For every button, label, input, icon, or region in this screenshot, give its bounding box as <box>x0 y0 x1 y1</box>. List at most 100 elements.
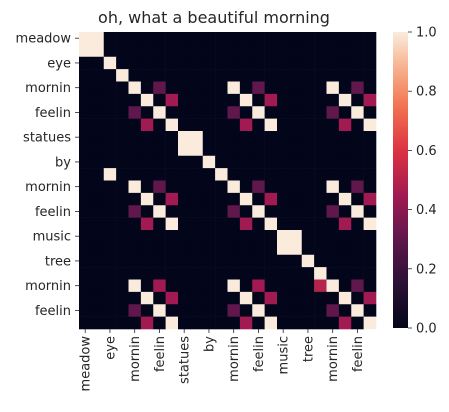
heatmap-cell <box>202 81 216 95</box>
heatmap-cell <box>103 230 117 243</box>
heatmap-cell <box>153 93 166 107</box>
heatmap-cell <box>239 180 253 194</box>
heatmap-cell <box>128 279 142 293</box>
colorbar-tick-label: 0.6 <box>416 144 437 159</box>
heatmap-cell <box>227 230 241 243</box>
heatmap-cell <box>215 304 228 317</box>
heatmap-cell <box>239 217 253 231</box>
heatmap-cell <box>314 205 327 218</box>
heatmap-cell <box>165 291 179 305</box>
y-tick-label: mornin <box>25 180 71 195</box>
heatmap-cell <box>91 180 105 194</box>
heatmap-cell <box>314 254 327 268</box>
heatmap-cell <box>301 205 315 218</box>
heatmap-cell <box>314 242 327 256</box>
heatmap-cell <box>202 106 216 119</box>
heatmap-cell <box>301 56 315 70</box>
heatmap-cell <box>190 279 204 293</box>
heatmap-cell <box>326 32 340 45</box>
heatmap-cell <box>103 217 117 231</box>
heatmap-cell <box>140 267 154 280</box>
heatmap-cell <box>140 131 154 144</box>
heatmap-cell <box>178 143 191 157</box>
heatmap-cell <box>140 254 154 268</box>
heatmap-cell <box>239 93 253 107</box>
heatmap-cell <box>326 291 340 305</box>
heatmap-cell <box>153 155 166 169</box>
heatmap-cell <box>178 242 191 256</box>
heatmap-cell <box>128 254 142 268</box>
heatmap-cell <box>301 230 315 243</box>
heatmap-cell <box>79 304 92 317</box>
x-tick-label: music <box>277 336 292 374</box>
heatmap-cell <box>91 230 105 243</box>
heatmap-cell <box>239 304 253 317</box>
heatmap-cell <box>165 155 179 169</box>
heatmap-cell <box>116 44 129 58</box>
heatmap-cell <box>215 155 228 169</box>
heatmap-cell <box>178 205 191 218</box>
heatmap-cell <box>289 180 303 194</box>
heatmap-cell <box>363 242 377 256</box>
heatmap-cell <box>79 242 92 256</box>
heatmap-cell <box>79 254 92 268</box>
heatmap-cell <box>178 279 191 293</box>
heatmap-cell <box>252 168 265 181</box>
heatmap-cell <box>351 316 364 330</box>
heatmap-cell <box>326 155 340 169</box>
colorbar-tick-label: 0.4 <box>416 203 437 218</box>
heatmap-cell <box>116 69 129 82</box>
heatmap-cell <box>128 230 142 243</box>
heatmap-cell <box>351 242 364 256</box>
heatmap-cell <box>314 267 327 280</box>
heatmap-cell <box>252 304 265 317</box>
heatmap-cell <box>289 316 303 330</box>
heatmap-cell <box>326 304 340 317</box>
heatmap-cell <box>79 32 92 45</box>
heatmap-cell <box>277 168 290 181</box>
heatmap-cell <box>252 180 265 194</box>
heatmap-cell <box>363 106 377 119</box>
heatmap-cell <box>264 279 278 293</box>
heatmap-cell <box>190 44 204 58</box>
heatmap-cell <box>277 291 290 305</box>
heatmap-cell <box>264 304 278 317</box>
heatmap-cell <box>140 155 154 169</box>
heatmap-cell <box>326 279 340 293</box>
heatmap-cell <box>202 242 216 256</box>
heatmap-cell <box>178 192 191 206</box>
heatmap-cell <box>277 143 290 157</box>
heatmap-cell <box>301 81 315 95</box>
heatmap-cell <box>227 291 241 305</box>
heatmap-cell <box>239 267 253 280</box>
heatmap-cell <box>79 230 92 243</box>
x-tick-label: eye <box>103 336 118 360</box>
heatmap-cell <box>79 93 92 107</box>
heatmap-cell <box>264 131 278 144</box>
heatmap-cell <box>239 118 253 132</box>
heatmap-cell <box>178 168 191 181</box>
heatmap-cell <box>215 81 228 95</box>
heatmap-cell <box>351 106 364 119</box>
heatmap-cell <box>128 155 142 169</box>
heatmap-cell <box>153 44 166 58</box>
heatmap-cell <box>202 217 216 231</box>
heatmap-cell <box>338 205 352 218</box>
heatmap-cell <box>277 217 290 231</box>
heatmap-cell <box>116 316 129 330</box>
heatmap-cell <box>338 316 352 330</box>
heatmap-cell <box>363 267 377 280</box>
colorbar-tick-label: 0.0 <box>416 322 437 337</box>
heatmap-cell <box>190 316 204 330</box>
heatmap-cell <box>351 93 364 107</box>
heatmap-cell <box>363 93 377 107</box>
heatmap-cell <box>215 32 228 45</box>
heatmap-cell <box>289 254 303 268</box>
heatmap-cell <box>264 242 278 256</box>
heatmap-cell <box>178 291 191 305</box>
heatmap-cell <box>91 69 105 82</box>
heatmap-cell <box>301 267 315 280</box>
heatmap-cell <box>277 192 290 206</box>
heatmap-cell <box>277 155 290 169</box>
heatmap-cell <box>338 279 352 293</box>
